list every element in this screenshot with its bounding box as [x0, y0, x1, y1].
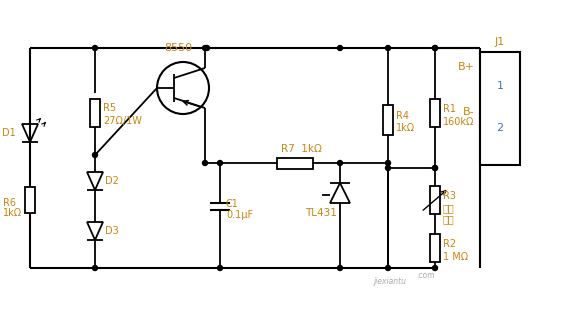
Text: 1: 1 [497, 81, 504, 91]
Text: 调节: 调节 [443, 203, 455, 213]
Circle shape [338, 45, 342, 50]
Text: J1: J1 [495, 37, 505, 47]
Text: 2: 2 [497, 123, 504, 133]
Circle shape [433, 45, 437, 50]
Circle shape [338, 160, 342, 166]
Circle shape [433, 45, 437, 50]
Text: D3: D3 [105, 226, 119, 236]
Circle shape [385, 166, 391, 171]
Circle shape [433, 265, 437, 270]
Circle shape [385, 160, 391, 166]
Bar [90, 99, 100, 127]
Circle shape [433, 166, 437, 171]
Circle shape [205, 45, 209, 50]
Text: C1: C1 [226, 199, 239, 209]
Text: .com: .com [416, 270, 434, 280]
Text: R1: R1 [443, 104, 456, 114]
Text: 1kΩ: 1kΩ [396, 123, 415, 133]
Circle shape [385, 45, 391, 50]
Text: R7  1kΩ: R7 1kΩ [281, 144, 322, 154]
Bar [430, 186, 440, 214]
Text: 电阻: 电阻 [443, 214, 455, 224]
Text: 1kΩ: 1kΩ [3, 208, 22, 218]
Text: 27Ω/1W: 27Ω/1W [103, 116, 142, 126]
Bar [480, 52, 520, 165]
Text: R3: R3 [443, 191, 456, 201]
Circle shape [338, 265, 342, 270]
Circle shape [93, 153, 97, 158]
Text: 1 MΩ: 1 MΩ [443, 252, 468, 262]
Bar [430, 234, 440, 262]
Text: 0.1μF: 0.1μF [226, 210, 253, 220]
Circle shape [93, 265, 97, 270]
Text: R6: R6 [3, 198, 16, 208]
Circle shape [433, 166, 437, 171]
Text: 160kΩ: 160kΩ [443, 117, 475, 127]
Text: B-: B- [463, 107, 475, 117]
Circle shape [385, 265, 391, 270]
Text: jiexiantu: jiexiantu [374, 277, 406, 286]
Text: D2: D2 [105, 176, 119, 186]
Text: TL431: TL431 [305, 208, 337, 218]
Circle shape [217, 160, 223, 166]
Circle shape [93, 45, 97, 50]
Text: D1: D1 [2, 128, 16, 138]
Bar [383, 105, 393, 135]
Text: R4: R4 [396, 111, 409, 121]
Bar [25, 187, 35, 213]
Text: B+: B+ [458, 62, 475, 72]
Text: 8550: 8550 [164, 43, 192, 53]
Circle shape [202, 45, 208, 50]
Circle shape [202, 160, 208, 166]
Circle shape [217, 265, 223, 270]
Bar [430, 99, 440, 127]
Bar [277, 158, 313, 168]
Text: R2: R2 [443, 239, 456, 249]
Text: R5: R5 [103, 103, 116, 113]
